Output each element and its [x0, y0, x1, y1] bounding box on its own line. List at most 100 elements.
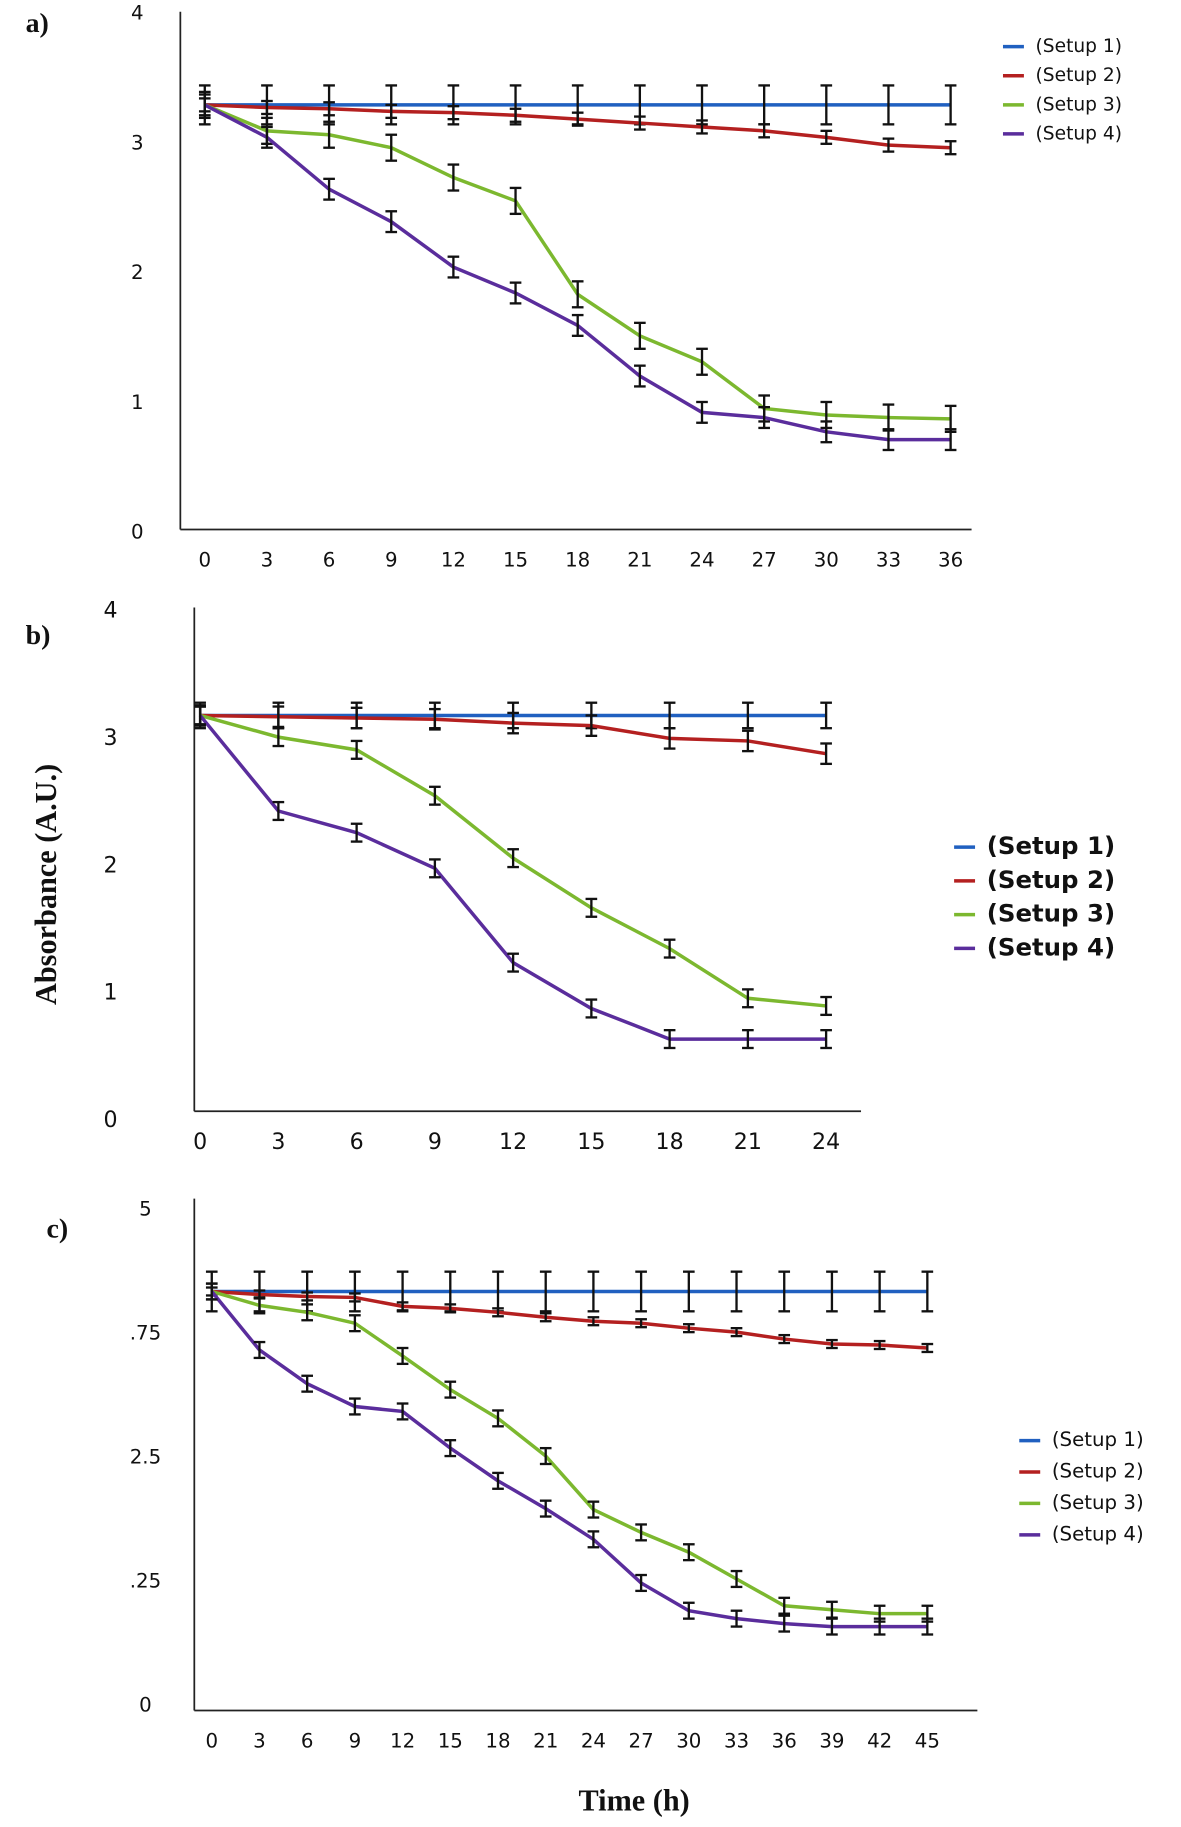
error-bar — [349, 1270, 361, 1313]
x-tick-label: 24 — [689, 548, 714, 571]
error-bar — [444, 1303, 457, 1314]
error-bar — [873, 1617, 886, 1636]
x-axis-label: Time (h) — [579, 1784, 690, 1818]
error-bar — [826, 1270, 838, 1313]
error-bar — [349, 1314, 361, 1333]
legend-label: (Setup 3) — [1052, 1491, 1144, 1514]
error-bar — [820, 701, 832, 730]
error-bar — [539, 1499, 552, 1518]
error-bar — [447, 163, 460, 192]
error-bar — [944, 428, 957, 452]
x-tick-label: 12 — [441, 548, 466, 571]
error-bar — [350, 706, 363, 730]
error-bar — [323, 120, 335, 149]
error-bar — [301, 1303, 313, 1322]
error-bar — [820, 129, 833, 145]
error-bar — [571, 313, 584, 337]
x-tick-label: 24 — [581, 1729, 606, 1752]
x-tick-label: 27 — [629, 1729, 654, 1752]
error-bar — [873, 1339, 886, 1351]
error-bar — [272, 727, 285, 748]
error-bar — [634, 321, 646, 350]
x-tick-label: 27 — [752, 548, 777, 571]
error-bar — [585, 998, 598, 1019]
error-bar — [587, 1500, 600, 1519]
x-tick-label: 33 — [876, 548, 901, 571]
data-line — [203, 103, 951, 442]
panel-label: a) — [26, 8, 49, 39]
x-tick-label: 24 — [812, 1129, 840, 1155]
error-bar — [873, 1270, 886, 1313]
error-bar — [385, 133, 398, 162]
error-bar — [696, 119, 708, 135]
error-bar — [194, 705, 206, 726]
x-tick-label: 21 — [734, 1129, 762, 1155]
y-tick-label: 1 — [104, 980, 118, 1006]
x-tick-label: 36 — [938, 548, 963, 571]
error-bar — [429, 785, 441, 806]
y-tick-label: 5 — [139, 1198, 152, 1221]
x-tick-label: 15 — [577, 1129, 605, 1155]
y-tick-label: .25 — [130, 1569, 161, 1592]
error-bar — [882, 428, 895, 452]
error-bar — [253, 1296, 266, 1315]
error-bar — [635, 1318, 647, 1329]
x-tick-label: 18 — [656, 1129, 684, 1155]
error-bar — [447, 255, 460, 279]
error-bar — [730, 1270, 743, 1313]
error-bar — [826, 1617, 838, 1636]
x-tick-label: 42 — [867, 1729, 892, 1752]
y-tick-label: .75 — [130, 1322, 161, 1345]
error-bar — [587, 1530, 600, 1549]
error-bar — [634, 364, 646, 388]
error-bar — [492, 1471, 504, 1490]
error-bar — [696, 400, 708, 424]
legend-label: (Setup 3) — [987, 899, 1116, 928]
error-bar — [261, 125, 273, 149]
error-bar — [396, 1301, 409, 1312]
error-bar — [921, 1270, 934, 1313]
error-bar — [882, 137, 895, 153]
x-tick-label: 30 — [814, 548, 839, 571]
x-tick-label: 3 — [253, 1729, 266, 1752]
x-tick-label: 0 — [198, 548, 211, 571]
legend-label: (Setup 2) — [1052, 1460, 1144, 1483]
error-bar — [742, 729, 754, 753]
error-bar — [205, 1282, 218, 1301]
error-bar — [778, 1333, 791, 1345]
error-bar — [301, 1291, 313, 1302]
legend-label: (Setup 2) — [987, 865, 1116, 894]
error-bar — [826, 1338, 838, 1350]
error-bar — [944, 140, 957, 156]
y-tick-label: 2.5 — [130, 1446, 161, 1469]
error-bar — [921, 1617, 934, 1636]
error-bar — [758, 123, 770, 139]
error-bar — [635, 1270, 647, 1313]
error-bar — [507, 711, 519, 735]
data-line — [204, 103, 951, 421]
legend-label: (Setup 4) — [1052, 1522, 1144, 1545]
error-bar — [272, 800, 285, 822]
panel-label: b) — [26, 620, 51, 651]
error-bar — [447, 105, 460, 121]
legend-label: (Setup 2) — [1036, 65, 1122, 86]
x-tick-label: 3 — [261, 548, 274, 571]
error-bar — [820, 420, 833, 444]
error-bar — [571, 280, 584, 309]
error-bar — [742, 701, 754, 730]
error-bar — [820, 84, 833, 126]
error-bar — [509, 186, 522, 216]
error-bar — [730, 1327, 743, 1338]
error-bar — [820, 995, 832, 1017]
error-bar — [385, 103, 398, 120]
error-bar — [820, 1028, 832, 1050]
x-tick-label: 6 — [323, 548, 336, 571]
error-bar — [778, 1596, 791, 1615]
legend-label: (Setup 3) — [1036, 94, 1122, 115]
error-bar — [350, 739, 363, 760]
y-tick-label: 0 — [139, 1693, 152, 1716]
x-tick-label: 15 — [438, 1729, 463, 1752]
panel-label: c) — [47, 1214, 69, 1245]
